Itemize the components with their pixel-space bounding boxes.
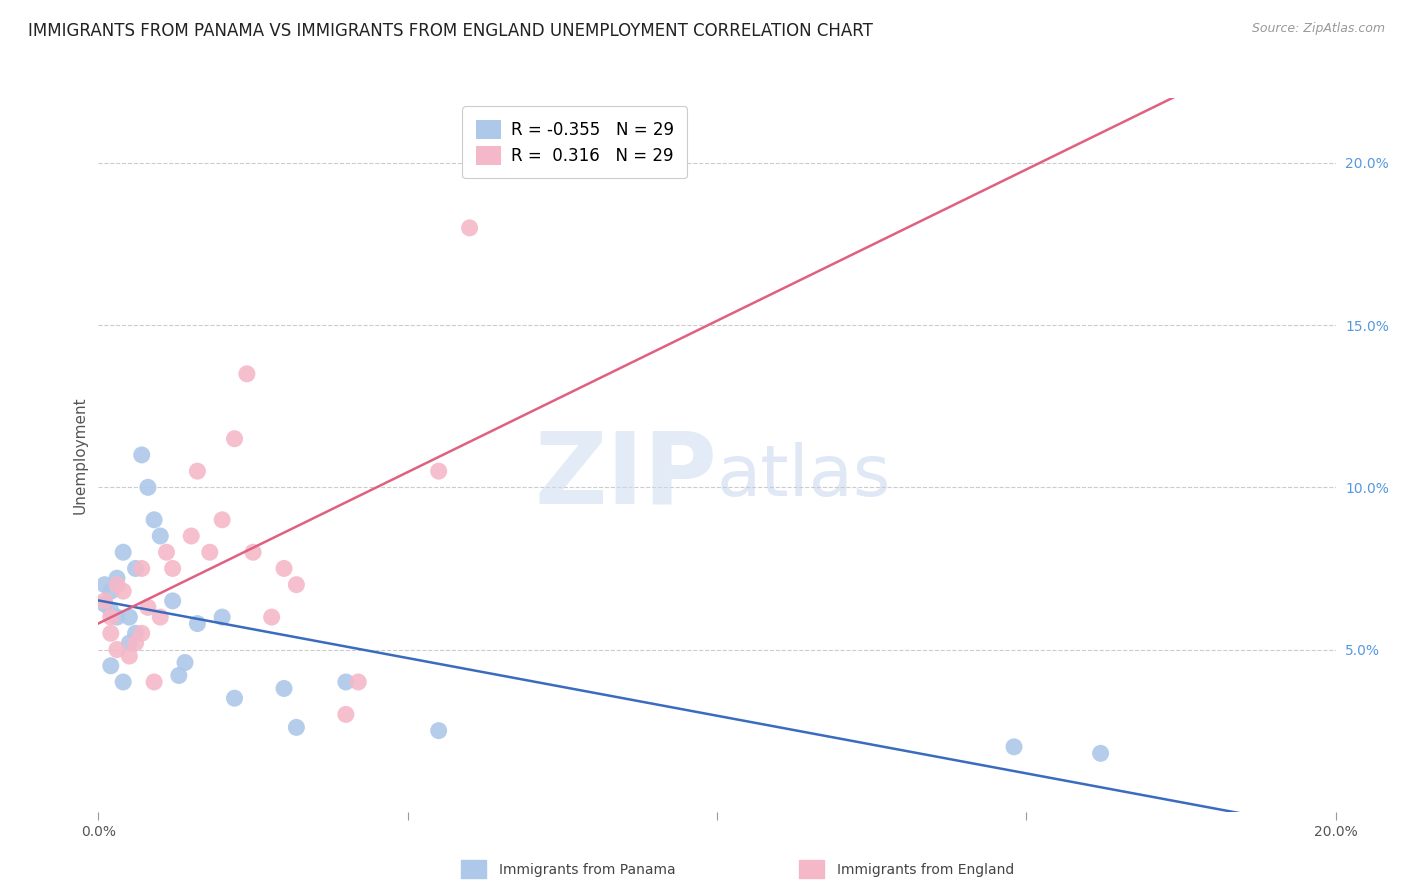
Bar <box>799 860 824 878</box>
Point <box>285 577 308 591</box>
Text: atlas: atlas <box>717 442 891 511</box>
Point <box>335 675 357 690</box>
Point <box>118 648 141 663</box>
Point <box>1002 739 1025 754</box>
Point <box>224 432 246 446</box>
Point <box>93 577 115 591</box>
Point <box>260 610 283 624</box>
Point <box>186 616 208 631</box>
Point <box>105 571 128 585</box>
Point <box>273 681 295 696</box>
Point <box>143 513 166 527</box>
Point <box>1090 747 1112 761</box>
Point <box>186 464 208 478</box>
Point <box>211 610 233 624</box>
Point <box>273 561 295 575</box>
Text: Source: ZipAtlas.com: Source: ZipAtlas.com <box>1251 22 1385 36</box>
Point <box>180 529 202 543</box>
Point <box>155 545 177 559</box>
Text: ZIP: ZIP <box>534 428 717 524</box>
Point <box>143 675 166 690</box>
Point <box>131 561 153 575</box>
Point <box>285 720 308 734</box>
Point <box>100 584 122 599</box>
Legend: R = -0.355   N = 29, R =  0.316   N = 29: R = -0.355 N = 29, R = 0.316 N = 29 <box>463 106 688 178</box>
Point <box>136 600 159 615</box>
Point <box>458 220 481 235</box>
Point <box>162 594 184 608</box>
Point <box>124 626 146 640</box>
Point <box>100 626 122 640</box>
Point <box>118 636 141 650</box>
Point <box>112 675 135 690</box>
Point <box>118 610 141 624</box>
Point <box>149 529 172 543</box>
Point <box>347 675 370 690</box>
Point <box>93 597 115 611</box>
Point <box>162 561 184 575</box>
Point <box>131 626 153 640</box>
Point <box>100 610 122 624</box>
Point <box>167 668 190 682</box>
Point <box>100 604 122 618</box>
Point <box>198 545 221 559</box>
Point <box>131 448 153 462</box>
Point <box>149 610 172 624</box>
Point <box>427 464 450 478</box>
Point <box>427 723 450 738</box>
Point <box>124 561 146 575</box>
Point <box>93 594 115 608</box>
Point <box>242 545 264 559</box>
Point <box>105 610 128 624</box>
Point <box>124 636 146 650</box>
Text: Immigrants from England: Immigrants from England <box>837 863 1014 877</box>
Point <box>105 642 128 657</box>
Point <box>112 545 135 559</box>
Point <box>100 658 122 673</box>
Point <box>112 584 135 599</box>
Text: Immigrants from Panama: Immigrants from Panama <box>499 863 676 877</box>
Bar <box>461 860 486 878</box>
Point <box>105 577 128 591</box>
Point <box>236 367 259 381</box>
Y-axis label: Unemployment: Unemployment <box>72 396 87 514</box>
Point <box>335 707 357 722</box>
Point <box>211 513 233 527</box>
Point <box>224 691 246 706</box>
Text: IMMIGRANTS FROM PANAMA VS IMMIGRANTS FROM ENGLAND UNEMPLOYMENT CORRELATION CHART: IMMIGRANTS FROM PANAMA VS IMMIGRANTS FRO… <box>28 22 873 40</box>
Point <box>174 656 197 670</box>
Point <box>136 480 159 494</box>
